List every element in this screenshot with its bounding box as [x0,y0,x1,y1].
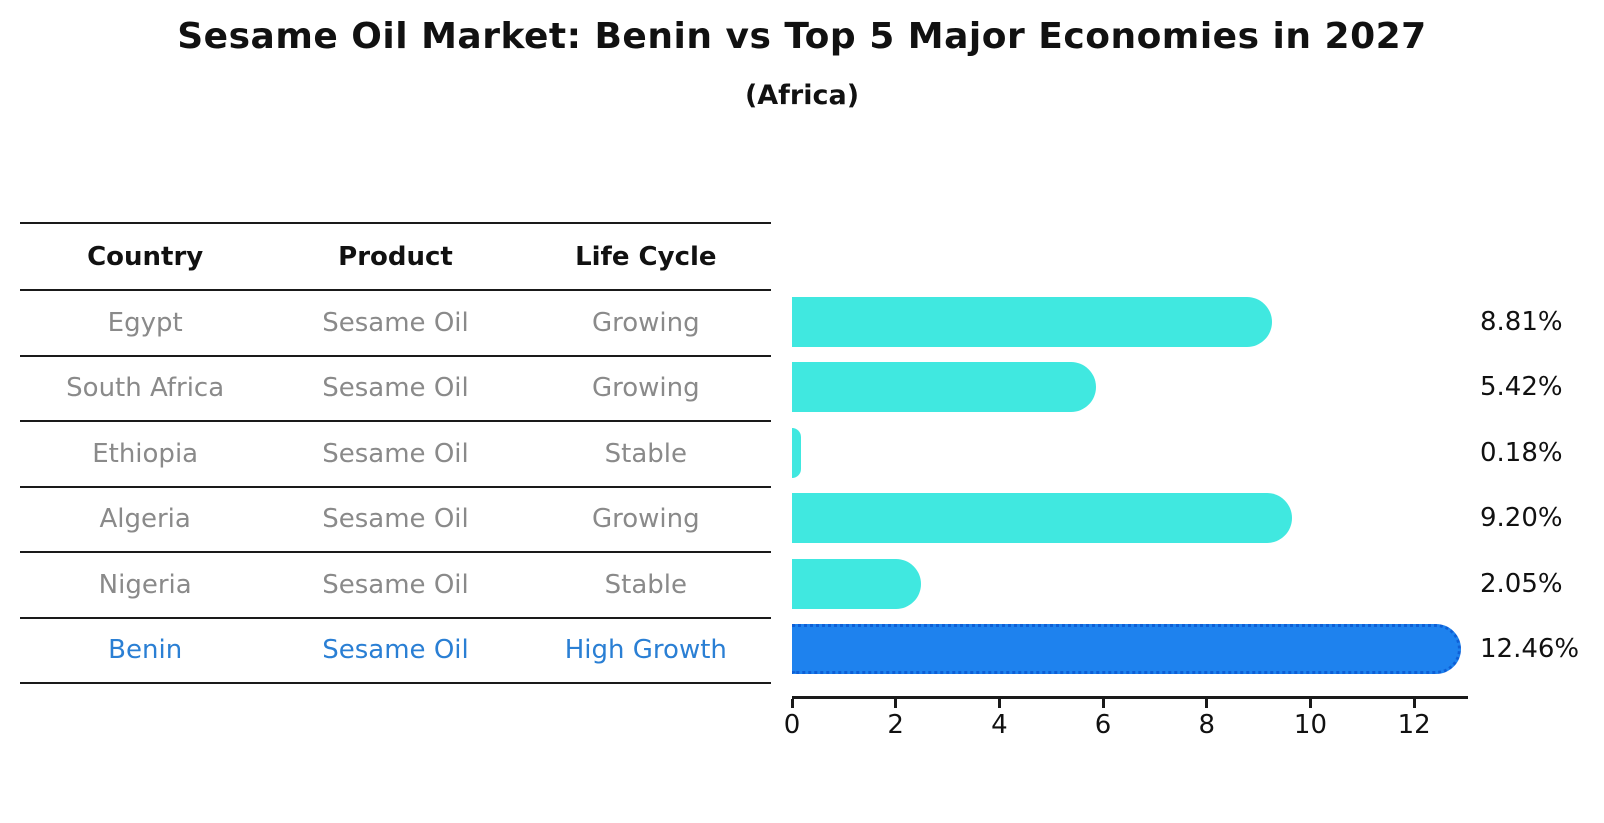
life-cycle-cell: High Growth [564,635,727,666]
x-tick-mark-10 [1308,699,1312,708]
life-cycle-cell: Growing [591,504,700,535]
country-table: Country Product Life Cycle Egypt Sesame Oil… [20,222,771,684]
country-cell: Egypt [107,307,183,338]
x-tick-label-12: 12 [1397,710,1431,740]
country-cell: Nigeria [98,569,192,600]
value-label-algeria: 9.20% [1480,503,1563,534]
country-cell: Algeria [99,504,191,535]
value-label-column: 8.81% 5.42% 0.18% 9.20% 2.05% 12.46% [1480,289,1604,682]
table-row-nigeria: Nigeria Sesame Oil Stable [20,553,771,619]
product-cell: Sesame Oil [322,307,469,338]
value-label-south-africa: 5.42% [1480,372,1563,403]
table-header-country: Country [87,241,204,272]
table-row-south-africa: South Africa Sesame Oil Growing [20,357,771,422]
table-row-egypt: Egypt Sesame Oil Growing [20,291,771,357]
x-tick-mark-6 [1101,699,1105,708]
bar-row-egypt [792,289,1466,355]
table-header-life-cycle: Life Cycle [575,241,717,272]
life-cycle-cell: Stable [604,569,687,600]
highlight-bar-benin [792,624,1461,675]
bar-row-ethiopia [792,420,1466,486]
x-axis-line [792,696,1468,699]
product-cell: Sesame Oil [322,635,469,666]
bar-row-benin [792,617,1466,683]
table-row-algeria: Algeria Sesame Oil Growing [20,488,771,553]
country-cell: South Africa [66,373,225,404]
life-cycle-cell: Growing [591,307,700,338]
x-tick-label-10: 10 [1293,710,1327,740]
life-cycle-cell: Stable [604,438,687,469]
bar-row-algeria [792,486,1466,552]
x-tick-label-8: 8 [1198,710,1216,740]
x-tick-label-2: 2 [887,710,904,740]
x-tick-label-0: 0 [783,710,801,740]
table-row-benin: Benin Sesame Oil High Growth [20,619,771,684]
country-cell: Ethiopia [92,438,199,469]
table-row-ethiopia: Ethiopia Sesame Oil Stable [20,422,771,488]
x-tick-mark-4 [997,699,1001,708]
bar-nigeria [792,558,922,609]
product-cell: Sesame Oil [322,504,469,535]
value-label-benin: 12.46% [1480,634,1580,665]
bar-south-africa [792,362,1096,413]
x-tick-mark-8 [1205,699,1209,708]
bar-chart-area [792,289,1466,682]
product-cell: Sesame Oil [322,373,469,404]
value-label-nigeria: 2.05% [1480,568,1563,599]
chart-title: Sesame Oil Market: Benin vs Top 5 Major … [177,16,1427,57]
country-cell: Benin [108,635,183,666]
bar-algeria [792,493,1292,544]
bar-row-nigeria [792,551,1466,617]
bar-egypt [792,296,1272,347]
table-header-product: Product [338,241,453,272]
table-body: Egypt Sesame Oil Growing South Africa Sesame… [20,291,771,684]
x-tick-mark-0 [790,699,794,708]
value-label-egypt: 8.81% [1480,306,1563,337]
product-cell: Sesame Oil [322,438,469,469]
x-tick-label-6: 6 [1094,710,1112,740]
bar-row-south-africa [792,355,1466,421]
x-tick-mark-12 [1412,699,1416,708]
value-label-ethiopia: 0.18% [1480,437,1563,468]
x-tick-label-4: 4 [991,710,1008,740]
product-cell: Sesame Oil [322,569,469,600]
chart-subtitle: (Africa) [744,80,860,111]
table-header-row: Country Product Life Cycle [20,224,771,291]
life-cycle-cell: Growing [591,373,700,404]
x-tick-mark-2 [894,699,898,708]
bar-ethiopia [792,427,802,478]
